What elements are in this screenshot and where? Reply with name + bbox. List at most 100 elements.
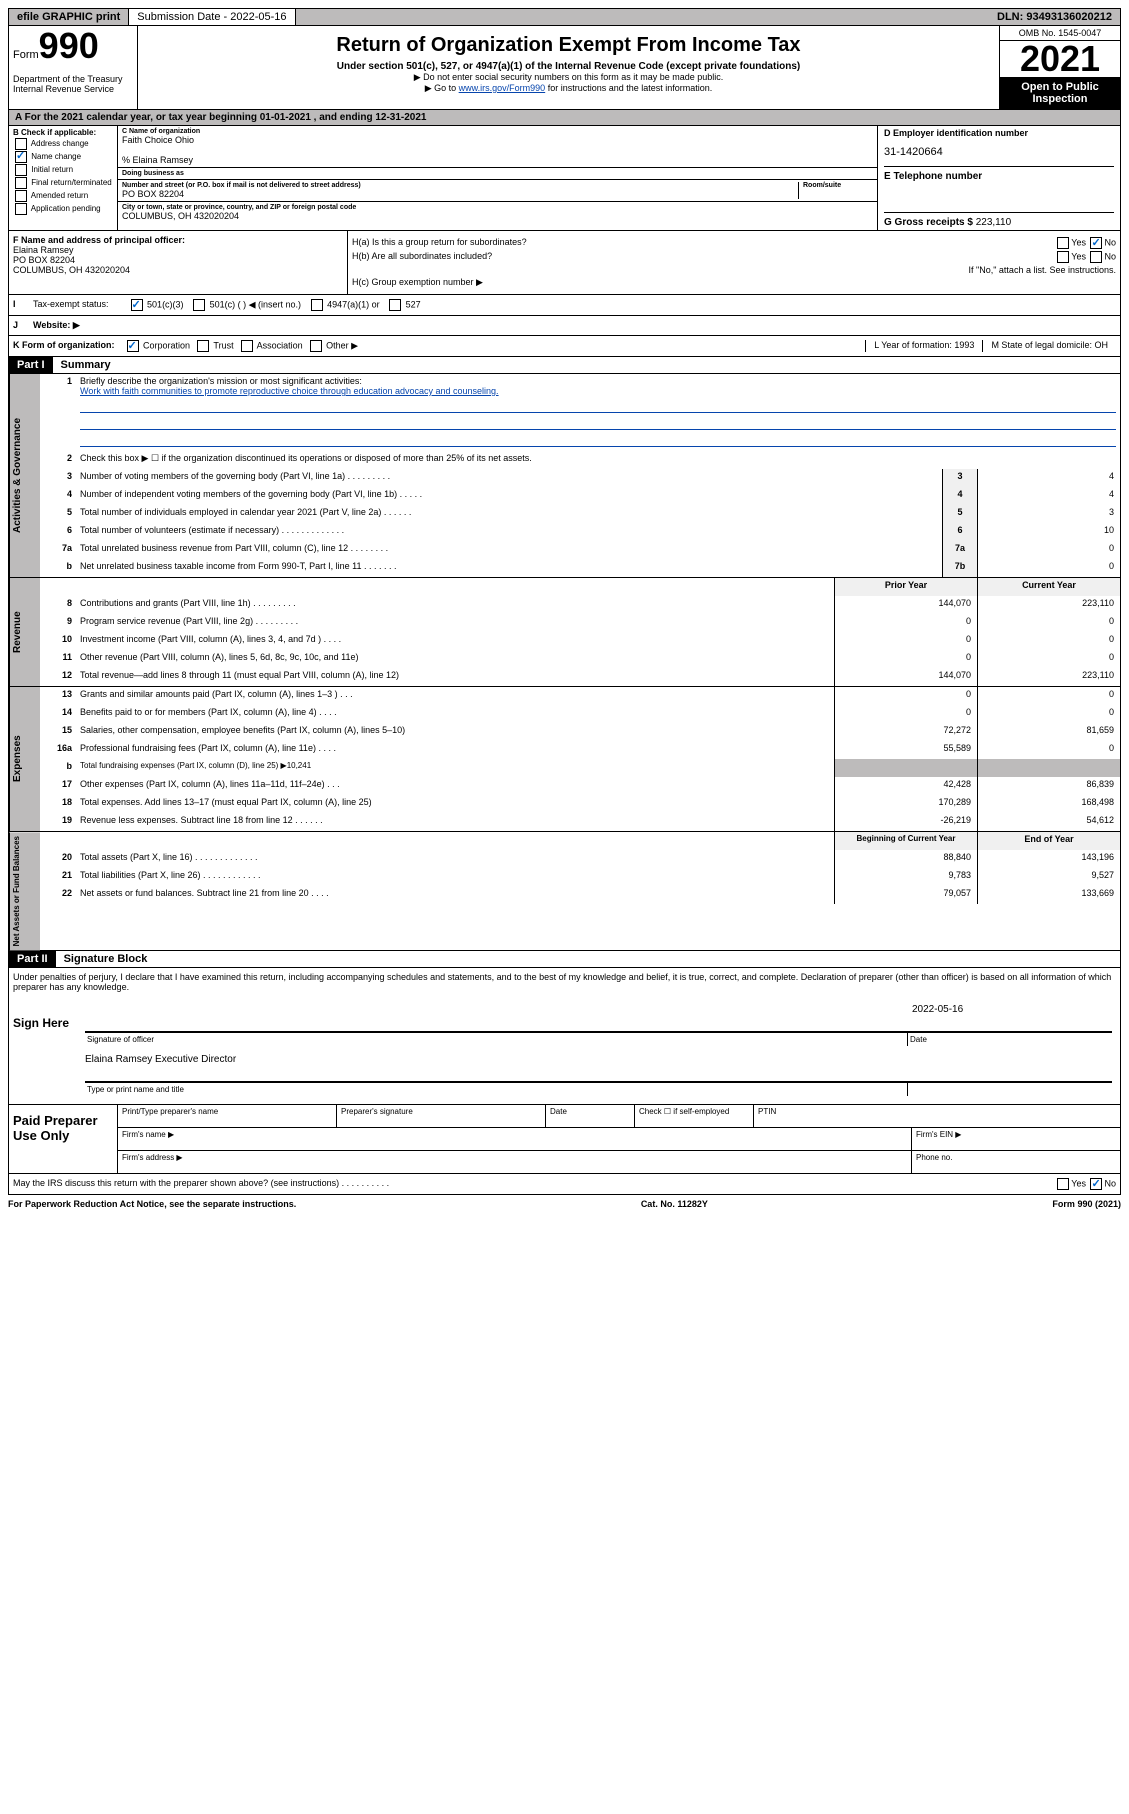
b-label: B Check if applicable:	[13, 128, 113, 137]
footer-right: Form 990 (2021)	[1052, 1199, 1121, 1209]
table-row: 4Number of independent voting members of…	[40, 487, 1120, 505]
part1-table: Activities & Governance 1 Briefly descri…	[8, 374, 1121, 951]
col-current: Current Year	[977, 578, 1120, 596]
line-2: 2 Check this box ▶ ☐ if the organization…	[40, 451, 1120, 469]
date-label: Date	[907, 1033, 1112, 1046]
mission-text: Work with faith communities to promote r…	[80, 386, 499, 396]
open-public-badge: Open to Public Inspection	[1000, 77, 1120, 109]
penalties-text: Under penalties of perjury, I declare th…	[9, 968, 1120, 996]
part1-header: Part I	[9, 357, 53, 373]
opt-pending[interactable]: Application pending	[13, 203, 113, 215]
opt-final[interactable]: Final return/terminated	[13, 177, 113, 189]
table-row: 16aProfessional fundraising fees (Part I…	[40, 741, 1120, 759]
submission-date: Submission Date - 2022-05-16	[129, 9, 295, 25]
street-cell: Number and street (or P.O. box if mail i…	[118, 180, 877, 202]
opt-initial[interactable]: Initial return	[13, 164, 113, 176]
gross-row: G Gross receipts $ 223,110	[884, 212, 1114, 228]
j-label: Website: ▶	[33, 320, 80, 331]
i-label: Tax-exempt status:	[33, 299, 109, 311]
col-begin: Beginning of Current Year	[834, 832, 977, 850]
header-center: Return of Organization Exempt From Incom…	[138, 26, 999, 109]
preparer-table: Paid Preparer Use Only Print/Type prepar…	[9, 1104, 1120, 1173]
efile-label[interactable]: efile GRAPHIC print	[9, 9, 129, 25]
j-letter: J	[13, 320, 33, 331]
may-irs-row: May the IRS discuss this return with the…	[8, 1174, 1121, 1195]
table-row: 6Total number of volunteers (estimate if…	[40, 523, 1120, 541]
sig-officer-label: Signature of officer	[85, 1033, 907, 1046]
table-row: 8Contributions and grants (Part VIII, li…	[40, 596, 1120, 614]
sig-right: 2022-05-16 Signature of officer Date Ela…	[77, 996, 1120, 1104]
h-b-row: H(b) Are all subordinates included? Yes …	[352, 251, 1116, 263]
officer-city: COLUMBUS, OH 432020204	[13, 265, 343, 275]
org-name: Faith Choice Ohio	[122, 135, 873, 145]
table-row: 3Number of voting members of the governi…	[40, 469, 1120, 487]
h-c-row: H(c) Group exemption number ▶	[352, 277, 1116, 288]
signature-block: Under penalties of perjury, I declare th…	[8, 968, 1121, 1174]
opt-amended[interactable]: Amended return	[13, 190, 113, 202]
table-row: 10Investment income (Part VIII, column (…	[40, 632, 1120, 650]
sig-date: 2022-05-16	[912, 1004, 1112, 1015]
col-end: End of Year	[977, 832, 1120, 850]
side-revenue: Revenue	[9, 578, 40, 686]
street: PO BOX 82204	[122, 189, 798, 199]
period-text: For the 2021 calendar year, or tax year …	[25, 112, 427, 123]
prep-row-1: Print/Type preparer's name Preparer's si…	[118, 1105, 1120, 1128]
part1-header-row: Part I Summary	[8, 357, 1121, 374]
rev-header: Prior Year Current Year	[40, 578, 1120, 596]
table-row: 20Total assets (Part X, line 16) . . . .…	[40, 850, 1120, 868]
q2-text: Check this box ▶ ☐ if the organization d…	[76, 451, 1120, 469]
opt-address[interactable]: Address change	[13, 138, 113, 150]
top-bar: efile GRAPHIC print Submission Date - 20…	[8, 8, 1121, 26]
sig-line-2: Type or print name and title	[85, 1081, 1112, 1096]
table-row: 13Grants and similar amounts paid (Part …	[40, 687, 1120, 705]
footer-center: Cat. No. 11282Y	[641, 1199, 708, 1209]
table-row: bNet unrelated business taxable income f…	[40, 559, 1120, 577]
may-irs-yesno[interactable]: Yes No	[1055, 1178, 1116, 1190]
table-row: 17Other expenses (Part IX, column (A), l…	[40, 777, 1120, 795]
header-left: Form990 Department of the TreasuryIntern…	[9, 26, 138, 109]
signed-name: Elaina Ramsey Executive Director	[85, 1054, 1112, 1065]
irs-link[interactable]: www.irs.gov/Form990	[459, 83, 546, 93]
tax-year: 2021	[1000, 41, 1120, 77]
table-row: 19Revenue less expenses. Subtract line 1…	[40, 813, 1120, 831]
room-label: Room/suite	[803, 182, 873, 189]
dba-cell: Doing business as	[118, 168, 877, 180]
net-header: Beginning of Current Year End of Year	[40, 832, 1120, 850]
care-of: % Elaina Ramsey	[122, 155, 873, 165]
f-label: F Name and address of principal officer:	[13, 235, 343, 245]
section-fh: F Name and address of principal officer:…	[8, 231, 1121, 295]
city-label: City or town, state or province, country…	[122, 204, 873, 211]
ptin-label: PTIN	[754, 1105, 1120, 1127]
k-options[interactable]: Corporation Trust Association Other ▶	[125, 340, 359, 352]
form-number: 990	[39, 25, 99, 66]
table-row: 5Total number of individuals employed in…	[40, 505, 1120, 523]
prep-name-label: Print/Type preparer's name	[118, 1105, 337, 1127]
opt-name-change[interactable]: Name change	[13, 151, 113, 163]
ha-yesno[interactable]: Yes No	[1055, 237, 1116, 249]
table-row: 14Benefits paid to or for members (Part …	[40, 705, 1120, 723]
part2-title: Signature Block	[56, 951, 156, 967]
table-row: 12Total revenue—add lines 8 through 11 (…	[40, 668, 1120, 686]
note2-post: for instructions and the latest informat…	[545, 83, 712, 93]
i-options[interactable]: 501(c)(3) 501(c) ( ) ◀ (insert no.) 4947…	[129, 299, 421, 311]
row-i: I Tax-exempt status: 501(c)(3) 501(c) ( …	[8, 295, 1121, 316]
prep-date-label: Date	[546, 1105, 635, 1127]
firm-name-label: Firm's name ▶	[118, 1128, 912, 1150]
section-bcd: B Check if applicable: Address change Na…	[8, 126, 1121, 231]
city: COLUMBUS, OH 432020204	[122, 211, 873, 221]
ha-label: H(a) Is this a group return for subordin…	[352, 237, 1055, 249]
col-b: B Check if applicable: Address change Na…	[9, 126, 118, 230]
form-label: Form	[13, 49, 39, 61]
k-label: K Form of organization:	[13, 340, 115, 352]
phone-row: E Telephone number	[884, 166, 1114, 182]
hb-yesno[interactable]: Yes No	[1055, 251, 1116, 263]
h-note: If "No," attach a list. See instructions…	[352, 265, 1116, 275]
may-irs-text: May the IRS discuss this return with the…	[13, 1178, 389, 1190]
dln: DLN: 93493136020212	[989, 9, 1120, 25]
table-row: bTotal fundraising expenses (Part IX, co…	[40, 759, 1120, 777]
org-name-cell: C Name of organization Faith Choice Ohio…	[118, 126, 877, 168]
row-k: K Form of organization: Corporation Trus…	[8, 336, 1121, 357]
table-row: 15Salaries, other compensation, employee…	[40, 723, 1120, 741]
note-1: ▶ Do not enter social security numbers o…	[146, 72, 991, 83]
table-row: 18Total expenses. Add lines 13–17 (must …	[40, 795, 1120, 813]
